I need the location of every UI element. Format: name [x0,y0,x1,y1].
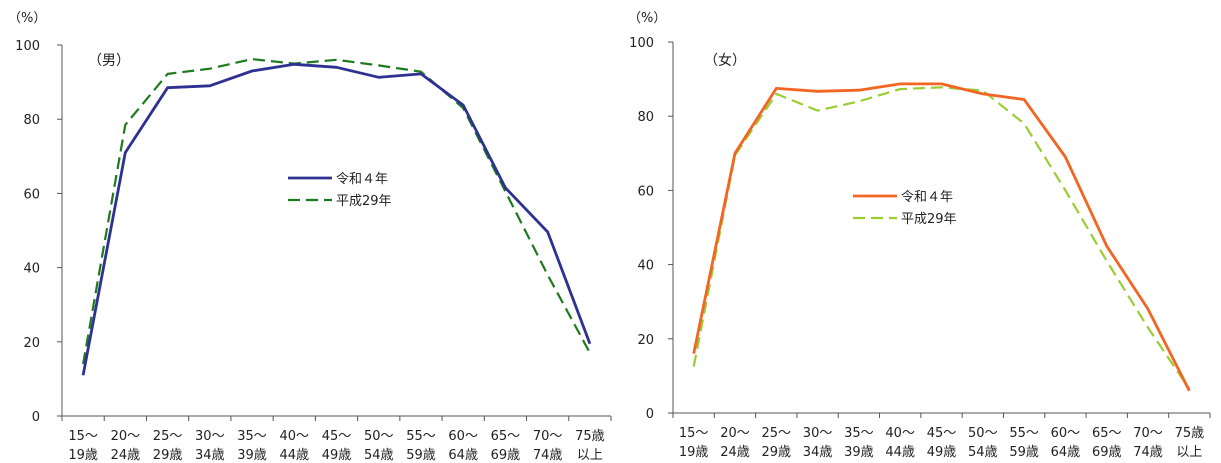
x-tick-label: 60～ [1051,426,1081,441]
y-tick-label: 0 [646,407,654,422]
x-tick-label: 40～ [885,426,915,441]
x-tick-label: 59歳 [406,448,436,463]
x-tick-label: 64歳 [1051,445,1081,460]
series-line-r4 [692,82,1191,392]
series-line-h29 [692,86,1191,390]
x-tick-label: 29歳 [761,445,791,460]
x-tick-label: 44歳 [885,445,915,460]
y-tick-label: 100 [15,39,40,54]
y-tick-label: 100 [629,36,654,51]
y-tick-label: 0 [32,410,40,425]
x-tick-label: 以上 [1176,445,1202,460]
legend-label: 平成29年 [901,212,957,227]
x-tick-label: 30～ [195,429,225,444]
x-tick-label: 40～ [279,429,309,444]
y-tick-label: 60 [23,187,40,202]
y-tick-label: 40 [23,262,40,277]
x-tick-label: 24歳 [111,448,141,463]
x-tick-label: 24歳 [720,445,750,460]
chart-male: （%） 0 20 40 60 80 100 15～ 19歳 20～ 24歳 25～ 29歳 30～ 34歳 3… [8,11,612,463]
x-tick-label: 70～ [533,429,563,444]
y-tick-label: 80 [23,113,40,128]
x-tick-label: 75歳 [575,429,605,444]
x-tick-label: 以上 [577,448,603,463]
x-tick-label: 70～ [1133,426,1163,441]
x-tick-label: 45～ [322,429,352,444]
x-tick-label: 54歳 [364,448,394,463]
x-tick-label: 35～ [844,426,874,441]
x-tick-label: 15～ [679,426,709,441]
x-tick-label: 55～ [406,429,436,444]
x-tick-label: 25～ [761,426,791,441]
x-tick-label: 55～ [1009,426,1039,441]
x-tick-label: 39歳 [844,445,874,460]
x-tick-label: 75歳 [1175,426,1205,441]
series-line-h29 [82,57,591,365]
chart-title: （女） [704,52,746,69]
series-line-r4 [81,62,592,376]
x-tick-label: 49歳 [322,448,352,463]
y-tick-label: 80 [637,110,654,125]
legend-label: 令和４年 [336,172,388,187]
x-tick-label: 54歳 [968,445,998,460]
x-tick-label: 50～ [968,426,998,441]
x-tick-label: 34歳 [195,448,225,463]
x-tick-label: 65～ [1092,426,1122,441]
x-tick-label: 25～ [153,429,183,444]
chart-female: （%） 0 20 40 60 80 100 15～ 19歳 20～ 24歳 25～ 29歳 30～ 34歳 3… [628,11,1211,460]
x-tick-label: 49歳 [927,445,957,460]
y-tick-label: 60 [637,184,654,199]
x-tick-label: 74歳 [533,448,563,463]
x-tick-label: 44歳 [279,448,309,463]
x-tick-label: 69歳 [1092,445,1122,460]
x-tick-label: 19歳 [679,445,709,460]
x-tick-label: 20～ [720,426,750,441]
x-tick-label: 59歳 [1009,445,1039,460]
x-tick-label: 39歳 [237,448,267,463]
chart-title: （男） [88,53,130,69]
y-tick-label: 20 [23,336,40,351]
x-tick-label: 45～ [927,426,957,441]
y-tick-label: 40 [637,259,654,274]
x-tick-label: 74歳 [1133,445,1163,460]
y-axis-label: （%） [628,11,666,26]
x-tick-label: 69歳 [491,448,521,463]
x-tick-label: 30～ [803,426,833,441]
x-tick-label: 20～ [111,429,141,444]
x-tick-label: 35～ [237,429,267,444]
y-axis-label: （%） [8,11,46,26]
x-tick-label: 64歳 [448,448,478,463]
x-tick-label: 65～ [491,429,521,444]
x-tick-label: 29歳 [153,448,183,463]
y-tick-label: 20 [637,333,654,348]
x-tick-label: 15～ [68,429,98,444]
x-tick-label: 19歳 [68,448,98,463]
legend-label: 平成29年 [336,194,392,209]
legend-label: 令和４年 [901,190,953,205]
x-tick-label: 50～ [364,429,394,444]
x-tick-label: 60～ [448,429,478,444]
x-tick-label: 34歳 [803,445,833,460]
